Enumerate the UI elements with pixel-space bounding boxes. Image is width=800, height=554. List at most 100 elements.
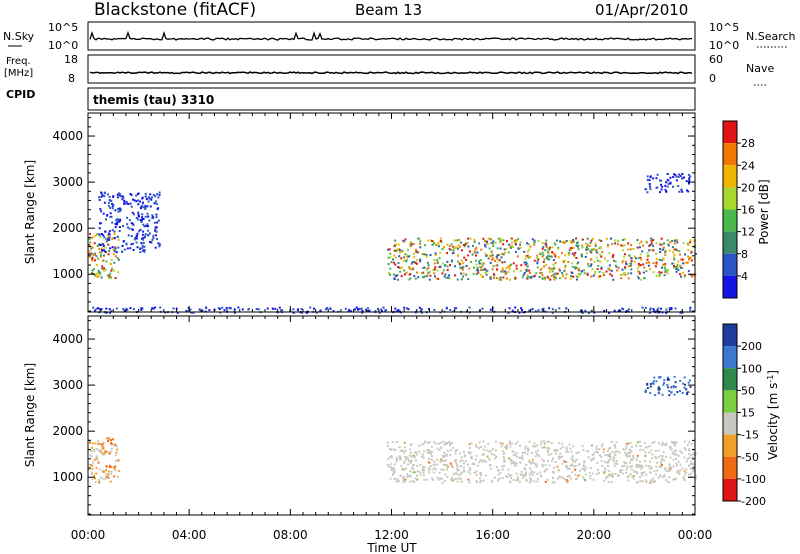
scatter-cell [115,219,118,222]
scatter-cell [593,260,596,263]
scatter-cell [509,442,512,445]
scatter-cell [493,277,495,280]
scatter-cell [429,254,432,256]
scatter-cell [399,455,402,458]
scatter-cell [461,268,464,271]
scatter-cell [103,201,106,204]
scatter-cell [125,242,128,245]
scatter-cell [660,464,663,466]
scatter-cell [141,233,144,236]
scatter-cell [412,242,415,245]
scatter-cell [526,268,529,271]
scatter-cell [389,256,392,259]
scatter-cell [474,458,477,461]
scatter-cell [436,463,439,466]
scatter-cell [394,263,397,266]
scatter-cell [672,176,675,178]
scatter-cell [423,466,426,469]
colorbar-tick-label: -100 [741,473,766,486]
scatter-cell [669,447,671,450]
scatter-cell [425,254,428,256]
scatter-cell [452,473,455,476]
scatter-cell [423,469,426,472]
scatter-cell [649,188,652,191]
scatter-cell [95,457,98,460]
scatter-cell [645,473,648,476]
scatter-cell [495,264,498,267]
scatter-cell [673,375,676,378]
scatter-cell [96,458,99,461]
scatter-cell [533,471,536,474]
scatter-cell [524,473,527,476]
scatter-cell [117,219,120,222]
scatter-cell [114,465,117,468]
scatter-cell [676,264,679,267]
scatter-cell [104,268,107,271]
scatter-cell [425,478,428,481]
colorbar-segment [723,456,737,479]
scatter-cell [477,464,479,467]
scatter-cell [473,471,476,474]
scatter-cell [398,266,401,269]
scatter-cell [485,460,487,463]
scatter-cell [105,307,108,310]
scatter-cell [547,252,550,255]
scatter-cell [627,272,630,275]
scatter-cell [667,179,670,182]
scatter-cell [489,238,492,240]
freq-right-tick-bottom: 0 [709,72,716,85]
scatter-cell [539,471,542,474]
freq-right-tick-top: 60 [709,53,723,66]
scatter-cell [397,278,400,281]
scatter-cell [107,232,110,235]
scatter-cell [669,468,672,471]
scatter-cell [611,472,614,475]
scatter-cell [136,232,139,235]
scatter-cell [435,277,438,280]
scatter-cell [544,480,547,483]
scatter-cell [623,461,626,463]
scatter-cell [426,275,429,278]
scatter-cell [135,200,138,203]
scatter-cell [551,311,554,314]
scatter-cell [126,247,129,250]
scatter-cell [649,308,652,311]
scatter-cell [549,278,552,281]
scatter-cell [102,249,105,252]
scatter-cell [621,469,624,472]
scatter-cell [625,445,628,448]
scatter-cell [115,251,118,254]
scatter-cell [114,223,117,226]
scatter-cell [545,246,548,248]
scatter-cell [421,468,424,471]
scatter-cell [646,383,649,386]
scatter-cell [525,270,528,273]
scatter-cell [88,463,90,466]
scatter-cell [455,307,458,310]
scatter-cell [393,254,396,257]
scatter-cell [396,309,398,312]
scatter-cell [687,381,690,384]
scatter-cell [388,248,391,251]
freq-left-tick-bottom: 8 [68,72,75,85]
scatter-cell [103,254,105,257]
scatter-cell [562,261,565,264]
scatter-cell [129,307,132,310]
scatter-cell [554,461,557,463]
scatter-cell [462,469,465,472]
scatter-cell [590,275,593,278]
noise-left-label: N.Sky [3,30,35,43]
scatter-cell [491,255,494,258]
scatter-cell [662,263,665,266]
scatter-cell [601,464,604,467]
scatter-cell [422,466,425,468]
scatter-cell [659,474,662,477]
scatter-cell [418,444,421,447]
date-title: 01/Apr/2010 [595,1,688,19]
scatter-cell [97,440,100,442]
scatter-cell [551,470,554,473]
scatter-cell [679,253,681,256]
scatter-cell [480,266,483,269]
scatter-cell [686,391,689,394]
scatter-cell [622,273,625,276]
